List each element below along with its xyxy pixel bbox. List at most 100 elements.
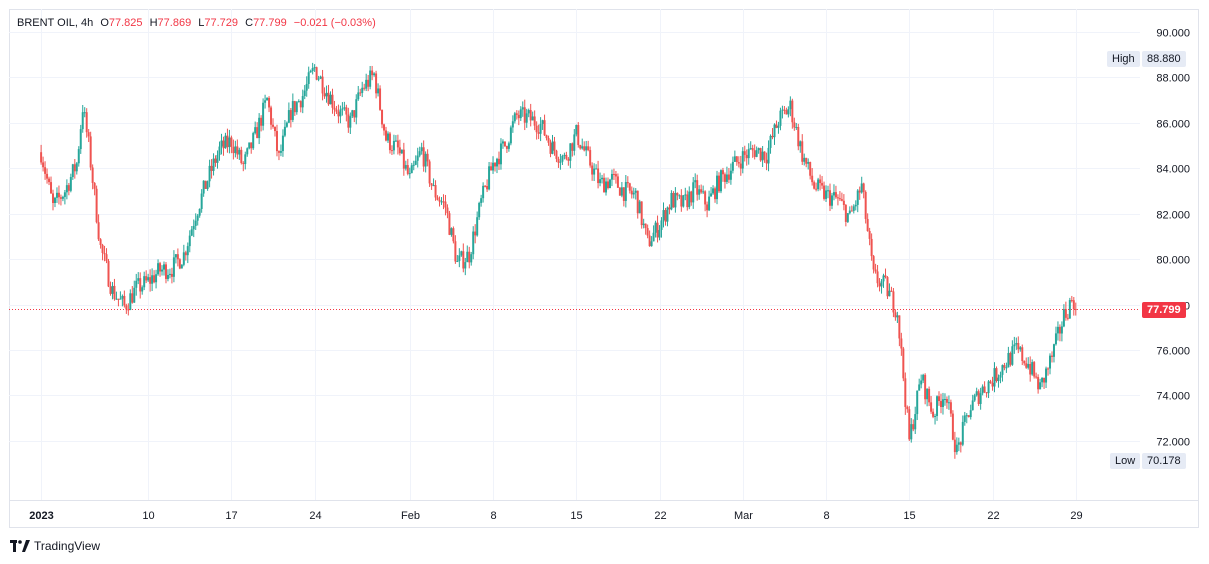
candle-up	[731, 161, 734, 171]
candle-down	[549, 142, 552, 154]
candle-up	[418, 151, 421, 156]
candle-down	[805, 157, 808, 164]
candle-down	[706, 204, 709, 211]
candle-up	[827, 190, 830, 192]
candle-down	[1047, 368, 1050, 370]
candle-up	[914, 414, 917, 430]
candle-down	[1017, 342, 1020, 350]
candle-up	[464, 262, 467, 269]
candle-down	[176, 254, 179, 260]
candle-up	[194, 220, 197, 226]
candle-up	[325, 92, 328, 97]
y-axis[interactable]: 90.00088.00086.00084.00082.00080.00078.0…	[1156, 28, 1190, 449]
candle-down	[700, 189, 703, 193]
candle-up	[55, 192, 58, 198]
candle-up	[365, 79, 368, 89]
candle-up	[266, 97, 269, 101]
candle-down	[991, 382, 994, 387]
x-tick-label: 8	[823, 510, 829, 522]
candle-up	[147, 277, 150, 281]
candle-down	[844, 204, 847, 222]
candle-down	[1023, 360, 1026, 364]
candle-down	[331, 94, 334, 108]
candle-down	[123, 295, 126, 306]
candle-up	[174, 254, 177, 258]
candle-down	[1003, 365, 1006, 368]
candle-up	[860, 183, 863, 193]
candle-up	[1041, 377, 1044, 383]
candle-down	[385, 130, 387, 141]
candle-up	[351, 110, 354, 117]
interval[interactable]: 4h	[81, 17, 94, 29]
candle-down	[589, 150, 592, 166]
candle-down	[170, 273, 173, 277]
candle-up	[75, 163, 78, 172]
candle-up	[224, 135, 227, 149]
candle-down	[375, 73, 378, 94]
candle-down	[315, 67, 318, 80]
candle-down	[52, 193, 55, 204]
open-value: 77.825	[108, 17, 143, 29]
candle-up	[254, 127, 257, 134]
candle-down	[406, 165, 409, 174]
candle-up	[817, 179, 820, 190]
candle-down	[723, 174, 726, 182]
candle-down	[105, 254, 108, 261]
candle-down	[535, 125, 538, 133]
x-tick-label: 22	[654, 510, 666, 522]
candle-up	[69, 177, 72, 191]
candle-down	[497, 158, 500, 165]
candle-up	[973, 395, 976, 401]
candle-down	[603, 177, 606, 193]
candle-down	[97, 222, 100, 240]
candle-down	[145, 276, 148, 281]
chart-frame[interactable]	[9, 9, 1199, 528]
tradingview-brand[interactable]: TradingView	[10, 539, 100, 553]
candle-up	[305, 83, 308, 91]
candle-down	[274, 126, 277, 132]
candle-down	[178, 259, 181, 269]
candle-up	[658, 229, 661, 238]
candle-up	[757, 148, 760, 151]
candle-down	[333, 107, 336, 110]
candle-up	[182, 252, 185, 265]
candle-down	[428, 161, 431, 184]
candle-down	[842, 200, 845, 205]
candle-up	[65, 185, 68, 193]
x-axis[interactable]: 2023 10 17 24 Feb 8 15 22 Mar 8 15 22 29	[29, 510, 1082, 522]
candle-up	[83, 112, 86, 114]
candle-down	[1029, 364, 1032, 375]
candle-up	[708, 196, 711, 211]
y-tick-label: 74.000	[1156, 391, 1190, 403]
candle-up	[1019, 347, 1022, 350]
candle-up	[575, 125, 578, 135]
candle-down	[448, 213, 451, 235]
candle-up	[799, 141, 802, 147]
candle-down	[468, 251, 471, 263]
candle-up	[470, 254, 473, 263]
y-tick-label: 88.000	[1156, 73, 1190, 85]
symbol-name[interactable]: BRENT OIL	[17, 17, 75, 29]
candle-down	[250, 142, 253, 149]
candle-down	[945, 399, 948, 403]
candle-up	[779, 110, 782, 126]
candle-down	[646, 228, 649, 236]
candle-up	[947, 402, 950, 404]
candle-down	[214, 158, 217, 163]
candle-up	[531, 116, 534, 121]
candle-up	[488, 166, 491, 190]
candle-down	[40, 152, 43, 163]
candle-up	[279, 151, 282, 153]
candle-up	[151, 275, 154, 284]
candle-up	[264, 100, 267, 103]
candle-up	[692, 182, 695, 203]
candle-up	[581, 146, 584, 149]
candle-up	[492, 162, 495, 171]
x-tick-label: Mar	[734, 510, 753, 522]
candle-down	[759, 148, 762, 161]
candle-up	[287, 110, 290, 123]
x-tick-label: 2023	[29, 510, 53, 522]
candle-up	[313, 67, 316, 69]
candle-up	[1068, 300, 1071, 319]
